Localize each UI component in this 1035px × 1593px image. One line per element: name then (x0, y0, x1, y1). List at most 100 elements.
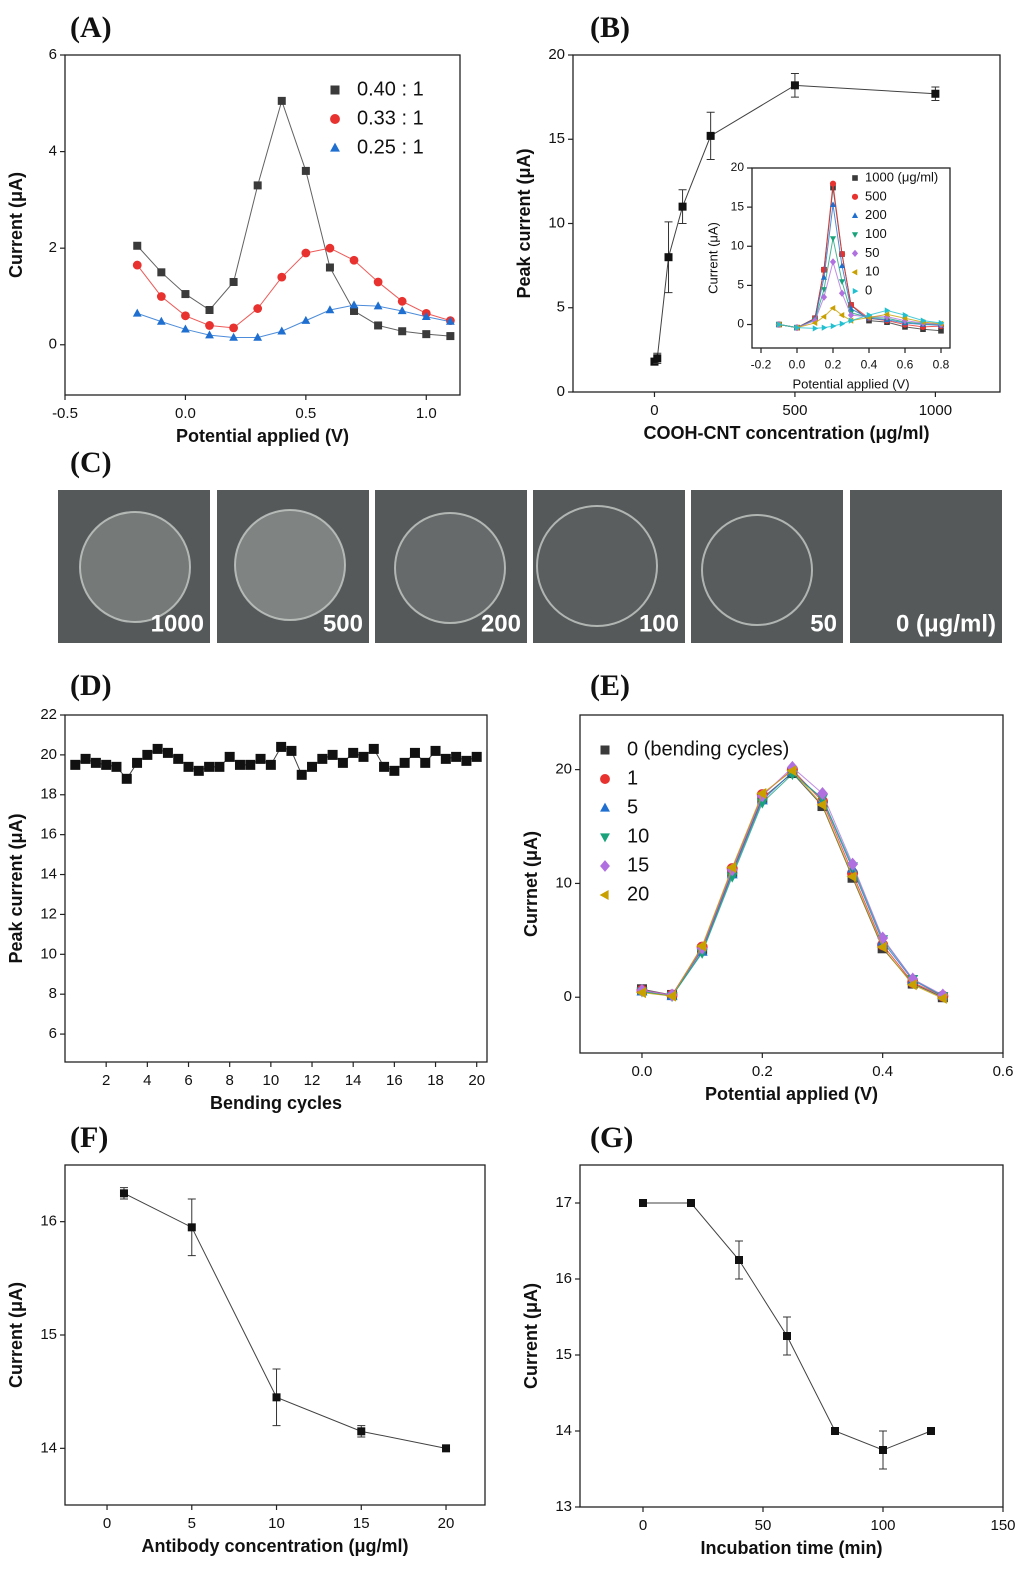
data-point (829, 201, 837, 208)
data-point (666, 990, 677, 1002)
data-point (349, 300, 359, 309)
plot-frame (64, 714, 488, 1063)
data-point (884, 307, 891, 314)
y-tick-label: 10 (731, 238, 745, 252)
y-tick-label: 18 (40, 786, 57, 803)
panel-label: (C) (70, 446, 112, 479)
data-point (829, 305, 836, 312)
data-point (187, 1223, 196, 1232)
sample-spot (234, 509, 346, 621)
y-tick-label: 4 (49, 143, 57, 160)
data-point (162, 747, 173, 758)
data-point (820, 313, 827, 320)
data-point (653, 354, 662, 363)
data-point (121, 773, 132, 784)
panel-label: (B) (590, 11, 630, 44)
data-point (846, 871, 857, 883)
data-point (193, 765, 204, 776)
data-point (80, 753, 91, 764)
y-tick-label: 15 (40, 1326, 57, 1343)
x-tick-label: 0 (103, 1515, 111, 1532)
y-tick-label: 10 (555, 874, 572, 891)
y-tick-label: 13 (555, 1498, 572, 1515)
legend-marker (600, 745, 610, 755)
data-point (445, 316, 455, 325)
sample-image (375, 490, 527, 643)
x-tick-label: 0.5 (295, 405, 316, 422)
data-point (830, 323, 837, 330)
data-point (276, 741, 287, 752)
x-tick-label: 20 (438, 1515, 455, 1532)
data-point (156, 292, 166, 301)
x-tick-label: 0.8 (933, 357, 950, 371)
data-point (726, 861, 737, 873)
y-tick-label: 6 (49, 46, 57, 63)
data-point (265, 759, 276, 770)
panel-label: (D) (70, 669, 112, 702)
y-tick-label: 16 (40, 826, 57, 843)
data-point (277, 326, 287, 335)
image-label: 50 (810, 610, 837, 637)
legend-label: 0 (bending cycles) (627, 738, 789, 760)
y-tick-label: 15 (555, 1346, 572, 1363)
data-point (296, 769, 307, 780)
data-point (245, 759, 256, 770)
data-point (931, 89, 940, 98)
data-point (847, 311, 855, 319)
y-tick-label: 14 (40, 1439, 57, 1456)
data-point (816, 787, 828, 801)
sample-image (533, 490, 685, 643)
series-line (778, 309, 942, 329)
data-point (111, 761, 122, 772)
data-point (820, 293, 828, 301)
data-point (183, 761, 194, 772)
x-tick-label: 15 (353, 1515, 370, 1532)
data-point (876, 941, 887, 953)
legend-marker (851, 232, 859, 238)
data-point (776, 321, 783, 328)
data-point (229, 323, 238, 333)
data-point (839, 320, 846, 327)
data-point (205, 306, 214, 314)
y-axis-label: Currnet (μA) (521, 831, 541, 937)
legend-label: 10 (865, 264, 879, 279)
y-axis-label: Peak current (μA) (6, 813, 26, 963)
y-tick-label: 14 (555, 1422, 572, 1439)
y-tick-label: 20 (555, 761, 572, 778)
data-point (205, 330, 214, 339)
data-point (901, 315, 908, 322)
y-tick-label: 22 (40, 706, 57, 723)
legend-label: 5 (627, 796, 638, 818)
legend-marker (851, 249, 859, 258)
data-point (317, 753, 328, 764)
x-tick-label: 4 (143, 1072, 151, 1089)
x-tick-label: 8 (226, 1072, 234, 1089)
series-line (137, 304, 451, 339)
x-tick-label: 1000 (919, 402, 952, 419)
data-point (678, 202, 687, 211)
y-tick-label: 10 (548, 214, 565, 231)
legend-label: 0.25 : 1 (357, 136, 424, 158)
x-tick-label: 14 (345, 1072, 362, 1089)
series-line (778, 260, 942, 329)
legend-marker (851, 193, 859, 200)
data-point (397, 296, 407, 306)
data-point (132, 757, 143, 768)
legend-label: 1 (627, 767, 638, 789)
x-tick-label: 0.4 (872, 1063, 893, 1080)
data-point (812, 325, 819, 332)
data-point (90, 757, 101, 768)
legend-label: 20 (627, 883, 649, 905)
sample-image (217, 490, 369, 643)
data-point (847, 857, 859, 871)
data-point (821, 324, 828, 331)
image-label: 1000 (151, 610, 204, 637)
data-point (224, 751, 235, 762)
plot-frame (579, 1164, 1004, 1508)
legend-marker (851, 212, 859, 218)
data-point (253, 304, 263, 313)
x-tick-label: 0.0 (789, 357, 806, 371)
data-point (368, 743, 379, 754)
x-tick-label: 16 (386, 1072, 403, 1089)
data-point (735, 1256, 743, 1264)
